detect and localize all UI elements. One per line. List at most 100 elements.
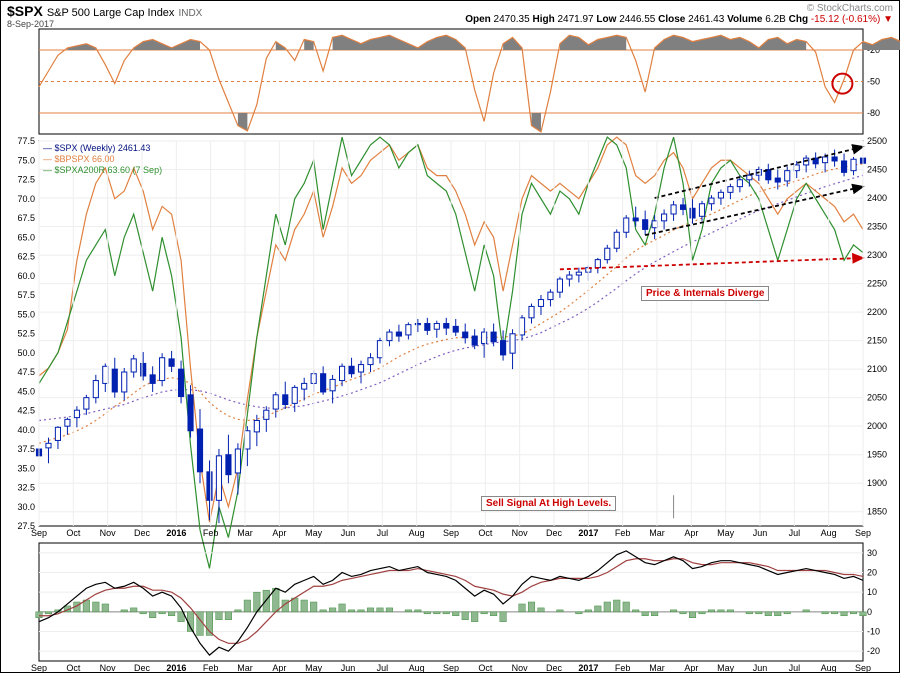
svg-text:Dec: Dec xyxy=(546,528,563,538)
svg-text:2017: 2017 xyxy=(578,663,598,673)
svg-text:Sep: Sep xyxy=(443,528,459,538)
svg-text:May: May xyxy=(305,663,323,673)
svg-text:1900: 1900 xyxy=(867,478,887,488)
svg-text:Aug: Aug xyxy=(409,528,425,538)
chart-plot-area: -20-50-80 27.530.032.535.037.540.042.545… xyxy=(1,27,900,674)
svg-text:2300: 2300 xyxy=(867,250,887,260)
svg-text:10: 10 xyxy=(867,587,877,597)
svg-text:42.5: 42.5 xyxy=(17,406,35,416)
svg-text:-50: -50 xyxy=(867,77,880,87)
svg-text:1950: 1950 xyxy=(867,450,887,460)
svg-text:0: 0 xyxy=(867,607,872,617)
exchange: INDX xyxy=(178,8,202,19)
svg-text:Feb: Feb xyxy=(615,528,631,538)
svg-text:Aug: Aug xyxy=(821,528,837,538)
svg-text:45.0: 45.0 xyxy=(17,386,35,396)
svg-text:2016: 2016 xyxy=(166,528,186,538)
svg-text:Nov: Nov xyxy=(512,528,529,538)
svg-text:Sep: Sep xyxy=(31,528,47,538)
svg-text:40.0: 40.0 xyxy=(17,425,35,435)
svg-text:1850: 1850 xyxy=(867,507,887,517)
svg-text:Nov: Nov xyxy=(512,663,529,673)
svg-text:Jul: Jul xyxy=(789,663,801,673)
svg-text:35.0: 35.0 xyxy=(17,463,35,473)
svg-text:32.5: 32.5 xyxy=(17,483,35,493)
svg-text:Oct: Oct xyxy=(66,528,81,538)
svg-text:Dec: Dec xyxy=(134,663,151,673)
ticker-symbol: $SPX xyxy=(7,3,43,19)
svg-text:Mar: Mar xyxy=(649,663,665,673)
svg-text:2200: 2200 xyxy=(867,307,887,317)
svg-text:Oct: Oct xyxy=(478,663,493,673)
svg-text:Oct: Oct xyxy=(478,528,493,538)
svg-text:2250: 2250 xyxy=(867,279,887,289)
svg-text:Nov: Nov xyxy=(100,663,117,673)
svg-text:72.5: 72.5 xyxy=(17,175,35,185)
svg-text:67.5: 67.5 xyxy=(17,213,35,223)
svg-text:Jun: Jun xyxy=(753,663,768,673)
svg-text:Sep: Sep xyxy=(31,663,47,673)
credit: © StockCharts.com xyxy=(465,3,893,14)
svg-text:Apr: Apr xyxy=(684,663,698,673)
svg-text:Dec: Dec xyxy=(134,528,151,538)
svg-text:Nov: Nov xyxy=(100,528,117,538)
svg-text:52.5: 52.5 xyxy=(17,329,35,339)
svg-text:2450: 2450 xyxy=(867,165,887,175)
svg-text:Aug: Aug xyxy=(409,663,425,673)
svg-text:Mar: Mar xyxy=(649,528,665,538)
annotation-diverge: Price & Internals Diverge xyxy=(641,286,769,301)
svg-text:2350: 2350 xyxy=(867,222,887,232)
svg-text:55.0: 55.0 xyxy=(17,309,35,319)
svg-text:-80: -80 xyxy=(867,108,880,118)
svg-text:Mar: Mar xyxy=(237,663,253,673)
svg-text:30.0: 30.0 xyxy=(17,502,35,512)
svg-text:57.5: 57.5 xyxy=(17,290,35,300)
svg-text:Jul: Jul xyxy=(377,528,389,538)
svg-text:May: May xyxy=(717,663,735,673)
svg-text:Jun: Jun xyxy=(341,528,356,538)
svg-text:75.0: 75.0 xyxy=(17,155,35,165)
svg-text:20: 20 xyxy=(867,568,877,578)
svg-text:2100: 2100 xyxy=(867,364,887,374)
svg-text:37.5: 37.5 xyxy=(17,444,35,454)
svg-text:May: May xyxy=(305,528,323,538)
svg-text:70.0: 70.0 xyxy=(17,194,35,204)
svg-text:47.5: 47.5 xyxy=(17,367,35,377)
stock-chart: $SPX S&P 500 Large Cap Index INDX 8-Sep-… xyxy=(0,0,900,673)
svg-text:Jul: Jul xyxy=(789,528,801,538)
svg-text:Apr: Apr xyxy=(272,663,286,673)
svg-text:Feb: Feb xyxy=(615,663,631,673)
svg-text:2500: 2500 xyxy=(867,136,887,146)
annotation-sell-signal: Sell Signal At High Levels. xyxy=(481,496,616,511)
svg-text:50.0: 50.0 xyxy=(17,348,35,358)
svg-text:Feb: Feb xyxy=(203,663,219,673)
svg-text:May: May xyxy=(717,528,735,538)
svg-text:2017: 2017 xyxy=(578,528,598,538)
chart-header: $SPX S&P 500 Large Cap Index INDX 8-Sep-… xyxy=(1,1,899,27)
svg-text:2150: 2150 xyxy=(867,336,887,346)
svg-text:65.0: 65.0 xyxy=(17,232,35,242)
ohlc-row: Open 2470.35 High 2471.97 Low 2446.55 Cl… xyxy=(465,14,893,25)
svg-text:Aug: Aug xyxy=(821,663,837,673)
svg-text:2400: 2400 xyxy=(867,193,887,203)
svg-text:Sep: Sep xyxy=(443,663,459,673)
svg-text:Oct: Oct xyxy=(66,663,81,673)
svg-text:Feb: Feb xyxy=(203,528,219,538)
svg-text:2016: 2016 xyxy=(166,663,186,673)
svg-text:Mar: Mar xyxy=(237,528,253,538)
ticker-name: S&P 500 Large Cap Index xyxy=(47,7,175,19)
svg-text:-10: -10 xyxy=(867,627,880,637)
svg-text:Apr: Apr xyxy=(684,528,698,538)
svg-text:60.0: 60.0 xyxy=(17,271,35,281)
svg-text:Jun: Jun xyxy=(753,528,768,538)
price-legend: — $SPX (Weekly) 2461.43— $BPSPX 66.00— $… xyxy=(43,143,162,176)
svg-text:2000: 2000 xyxy=(867,421,887,431)
svg-text:Jul: Jul xyxy=(377,663,389,673)
svg-text:2050: 2050 xyxy=(867,393,887,403)
svg-text:Sep: Sep xyxy=(855,528,871,538)
svg-text:30: 30 xyxy=(867,548,877,558)
svg-text:Dec: Dec xyxy=(546,663,563,673)
svg-text:Sep: Sep xyxy=(855,663,871,673)
svg-text:-20: -20 xyxy=(867,646,880,656)
svg-text:62.5: 62.5 xyxy=(17,252,35,262)
